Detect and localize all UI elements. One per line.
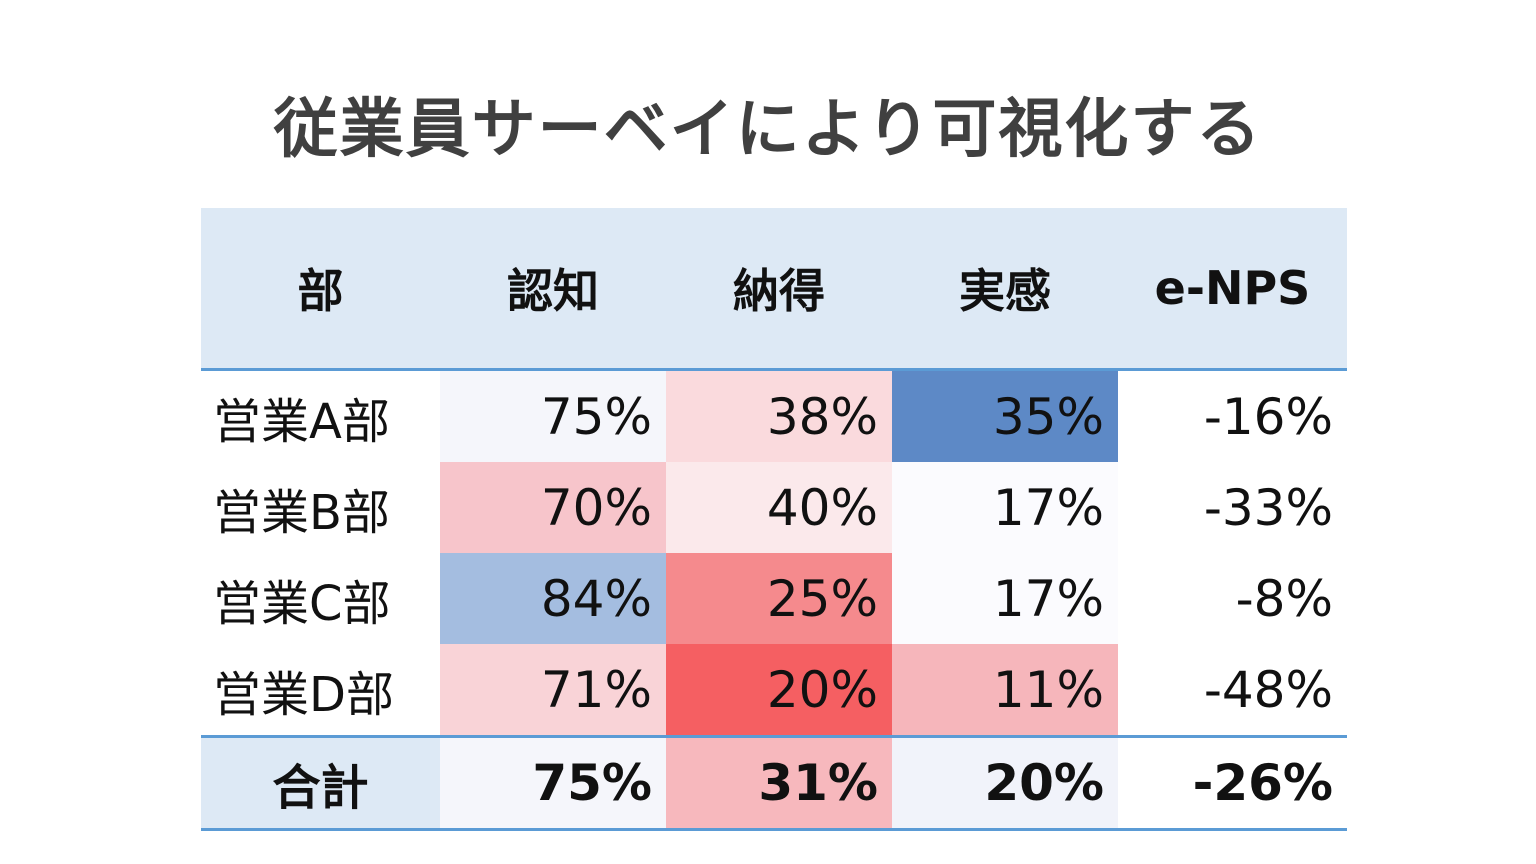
cell-acceptance: 40% [666,462,892,553]
cell-acceptance: 38% [666,369,892,462]
cell-awareness: 71% [440,644,666,737]
total-label: 合計 [201,735,440,831]
header-row: 部 認知 納得 実感 e-NPS [201,208,1347,371]
cell-awareness: 75% [440,369,666,462]
total-enps: -26% [1118,735,1347,831]
total-row: 合計 75% 31% 20% -26% [201,735,1347,831]
cell-enps: -16% [1118,369,1347,462]
header-department: 部 [201,208,440,371]
cell-acceptance: 20% [666,644,892,737]
cell-acceptance: 25% [666,553,892,644]
cell-enps: -48% [1118,644,1347,737]
total-acceptance: 31% [666,735,892,831]
header-awareness: 認知 [440,208,666,371]
cell-realization: 17% [892,553,1118,644]
cell-awareness: 84% [440,553,666,644]
cell-realization: 17% [892,462,1118,553]
table-row: 営業D部 71% 20% 11% -48% [201,644,1347,737]
survey-table: 部 認知 納得 実感 e-NPS 営業A部 75% 38% 35% -16% 営… [201,208,1347,831]
dept-name: 営業A部 [213,393,390,450]
dept-name: 営業C部 [213,575,391,632]
cell-enps: -8% [1118,553,1347,644]
page-title: 従業員サーベイにより可視化する [273,93,1263,167]
cell-enps: -33% [1118,462,1347,553]
cell-awareness: 70% [440,462,666,553]
header-realization: 実感 [892,208,1118,371]
header-enps: e-NPS [1118,208,1347,371]
table-row: 営業C部 84% 25% 17% -8% [201,553,1347,644]
cell-realization: 11% [892,644,1118,737]
header-acceptance: 納得 [666,208,892,371]
total-awareness: 75% [440,735,666,831]
cell-realization: 35% [892,369,1118,462]
table-row: 営業B部 70% 40% 17% -33% [201,462,1347,553]
dept-name: 営業D部 [213,666,394,723]
dept-name: 営業B部 [213,484,390,541]
table-row: 営業A部 75% 38% 35% -16% [201,369,1347,462]
total-realization: 20% [892,735,1118,831]
